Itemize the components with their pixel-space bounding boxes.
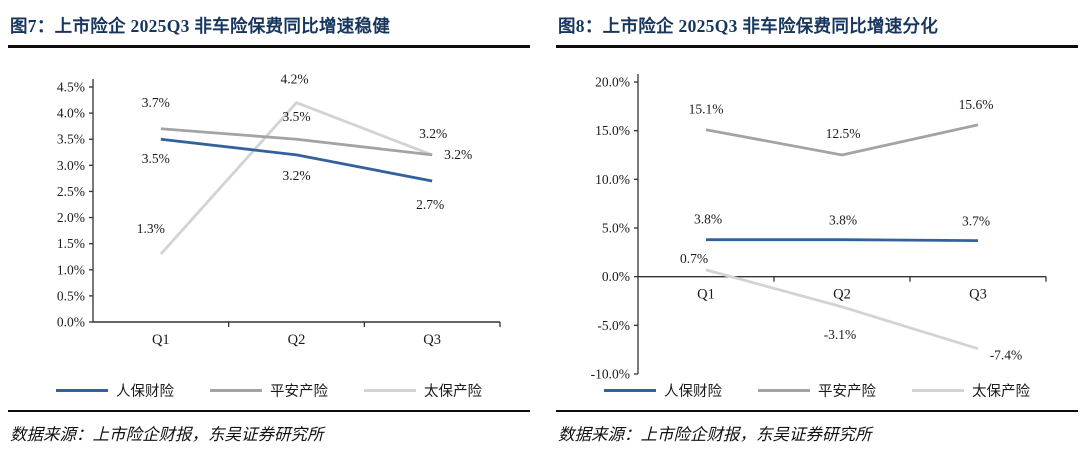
report-figures-row: 图7：上市险企 2025Q3 非车险保费同比增速稳健 4.5% 4.0% 3.5% 3… xyxy=(8,0,1078,445)
svg-text:-10.0%: -10.0% xyxy=(591,367,630,382)
svg-text:Q1: Q1 xyxy=(152,332,170,348)
svg-text:15.6%: 15.6% xyxy=(959,97,994,112)
figure8-source-note: 数据来源：上市险企财报，东吴证券研究所 xyxy=(556,410,1078,445)
x-axis: Q1 Q2 Q3 xyxy=(638,275,1047,303)
svg-text:3.2%: 3.2% xyxy=(282,168,310,183)
series-line: 1.3% 4.2% 3.2% xyxy=(137,72,472,256)
svg-text:12.5%: 12.5% xyxy=(826,126,861,141)
svg-text:3.8%: 3.8% xyxy=(694,212,722,227)
svg-text:3.5%: 3.5% xyxy=(142,151,170,166)
svg-text:1.3%: 1.3% xyxy=(137,221,165,236)
figure8-title: 图8：上市险企 2025Q3 非车险保费同比增速分化 xyxy=(556,0,1078,48)
legend-line-swatch xyxy=(912,388,964,392)
legend-line-swatch xyxy=(758,388,810,392)
figure7-chart-area: 4.5% 4.0% 3.5% 3.0% 2.5% 2.0% 1.5% 1.0% 0.5% 0.0%… xyxy=(8,48,530,392)
svg-text:1.5%: 1.5% xyxy=(57,236,85,251)
svg-text:4.2%: 4.2% xyxy=(280,72,308,87)
svg-text:15.1%: 15.1% xyxy=(689,102,724,117)
legend-label: 人保财险 xyxy=(664,383,722,400)
legend-label: 太保产险 xyxy=(424,383,482,400)
svg-text:0.5%: 0.5% xyxy=(57,288,85,303)
legend-label: 人保财险 xyxy=(116,383,174,400)
svg-text:0.7%: 0.7% xyxy=(680,251,708,266)
svg-text:3.7%: 3.7% xyxy=(962,214,990,229)
legend-item: 人保财险 xyxy=(604,380,722,401)
svg-text:3.2%: 3.2% xyxy=(419,126,447,141)
svg-text:Q2: Q2 xyxy=(833,287,851,303)
svg-text:2.7%: 2.7% xyxy=(416,197,444,212)
series-line: 15.1% 12.5% 15.6% xyxy=(689,97,994,157)
svg-text:3.8%: 3.8% xyxy=(829,213,857,228)
svg-text:0.0%: 0.0% xyxy=(602,269,630,284)
svg-text:4.0%: 4.0% xyxy=(57,106,85,121)
legend-label: 平安产险 xyxy=(270,383,328,400)
svg-text:1.0%: 1.0% xyxy=(57,262,85,277)
svg-text:3.5%: 3.5% xyxy=(282,109,310,124)
svg-text:2.0%: 2.0% xyxy=(57,210,85,225)
x-axis: Q1 Q2 Q3 xyxy=(93,321,501,348)
svg-text:15.0%: 15.0% xyxy=(595,123,630,138)
series-line: 3.7% 3.5% 3.2% xyxy=(142,95,447,157)
series-line: 3.5% 3.2% 2.7% xyxy=(142,137,444,212)
legend-line-swatch xyxy=(364,388,416,392)
svg-text:3.0%: 3.0% xyxy=(57,158,85,173)
figure7-title: 图7：上市险企 2025Q3 非车险保费同比增速稳健 xyxy=(8,0,530,48)
figure8-chart-area: 20.0% 15.0% 10.0% 5.0% 0.0% -5.0% -10.0% Q1 Q2 Q3… xyxy=(556,48,1078,392)
svg-text:3.5%: 3.5% xyxy=(57,132,85,147)
series-line: 0.7% -3.1% -7.4% xyxy=(680,251,1022,363)
legend-item: 平安产险 xyxy=(758,380,876,401)
y-axis: 4.5% 4.0% 3.5% 3.0% 2.5% 2.0% 1.5% 1.0% 0.5% 0.0% xyxy=(57,79,94,330)
svg-text:3.2%: 3.2% xyxy=(444,147,472,162)
figure7-source-note: 数据来源：上市险企财报，东吴证券研究所 xyxy=(8,410,530,445)
legend-item: 平安产险 xyxy=(210,380,328,401)
figure7-line-chart: 4.5% 4.0% 3.5% 3.0% 2.5% 2.0% 1.5% 1.0% 0.5% 0.0%… xyxy=(57,72,501,348)
figure8-line-chart: 20.0% 15.0% 10.0% 5.0% 0.0% -5.0% -10.0% Q1 Q2 Q3… xyxy=(591,74,1047,382)
svg-text:-7.4%: -7.4% xyxy=(990,348,1023,363)
figure8-panel: 图8：上市险企 2025Q3 非车险保费同比增速分化 20.0% 15.0% 10.… xyxy=(556,0,1078,445)
figure7-panel: 图7：上市险企 2025Q3 非车险保费同比增速稳健 4.5% 4.0% 3.5% 3… xyxy=(8,0,530,445)
legend-line-swatch xyxy=(210,388,262,392)
svg-text:Q3: Q3 xyxy=(969,287,987,303)
svg-text:5.0%: 5.0% xyxy=(602,221,630,236)
svg-text:Q3: Q3 xyxy=(423,332,441,348)
svg-text:0.0%: 0.0% xyxy=(57,315,85,330)
svg-text:3.7%: 3.7% xyxy=(142,95,170,110)
svg-text:10.0%: 10.0% xyxy=(595,172,630,187)
svg-text:Q1: Q1 xyxy=(697,287,715,303)
legend-item: 太保产险 xyxy=(912,380,1030,401)
legend-label: 太保产险 xyxy=(972,383,1030,400)
svg-text:20.0%: 20.0% xyxy=(595,75,630,90)
svg-text:-5.0%: -5.0% xyxy=(597,318,630,333)
svg-text:2.5%: 2.5% xyxy=(57,184,85,199)
figure7-legend: 人保财险 平安产险 太保产险 xyxy=(8,378,530,402)
legend-label: 平安产险 xyxy=(818,383,876,400)
series-line: 3.8% 3.8% 3.7% xyxy=(694,212,990,243)
svg-text:Q2: Q2 xyxy=(288,332,306,348)
figure8-legend: 人保财险 平安产险 太保产险 xyxy=(556,378,1078,402)
svg-text:-3.1%: -3.1% xyxy=(824,327,857,342)
legend-item: 人保财险 xyxy=(56,380,174,401)
legend-item: 太保产险 xyxy=(364,380,482,401)
legend-line-swatch xyxy=(604,388,656,392)
y-axis: 20.0% 15.0% 10.0% 5.0% 0.0% -5.0% -10.0% xyxy=(591,74,639,382)
svg-text:4.5%: 4.5% xyxy=(57,80,85,95)
legend-line-swatch xyxy=(56,388,108,392)
